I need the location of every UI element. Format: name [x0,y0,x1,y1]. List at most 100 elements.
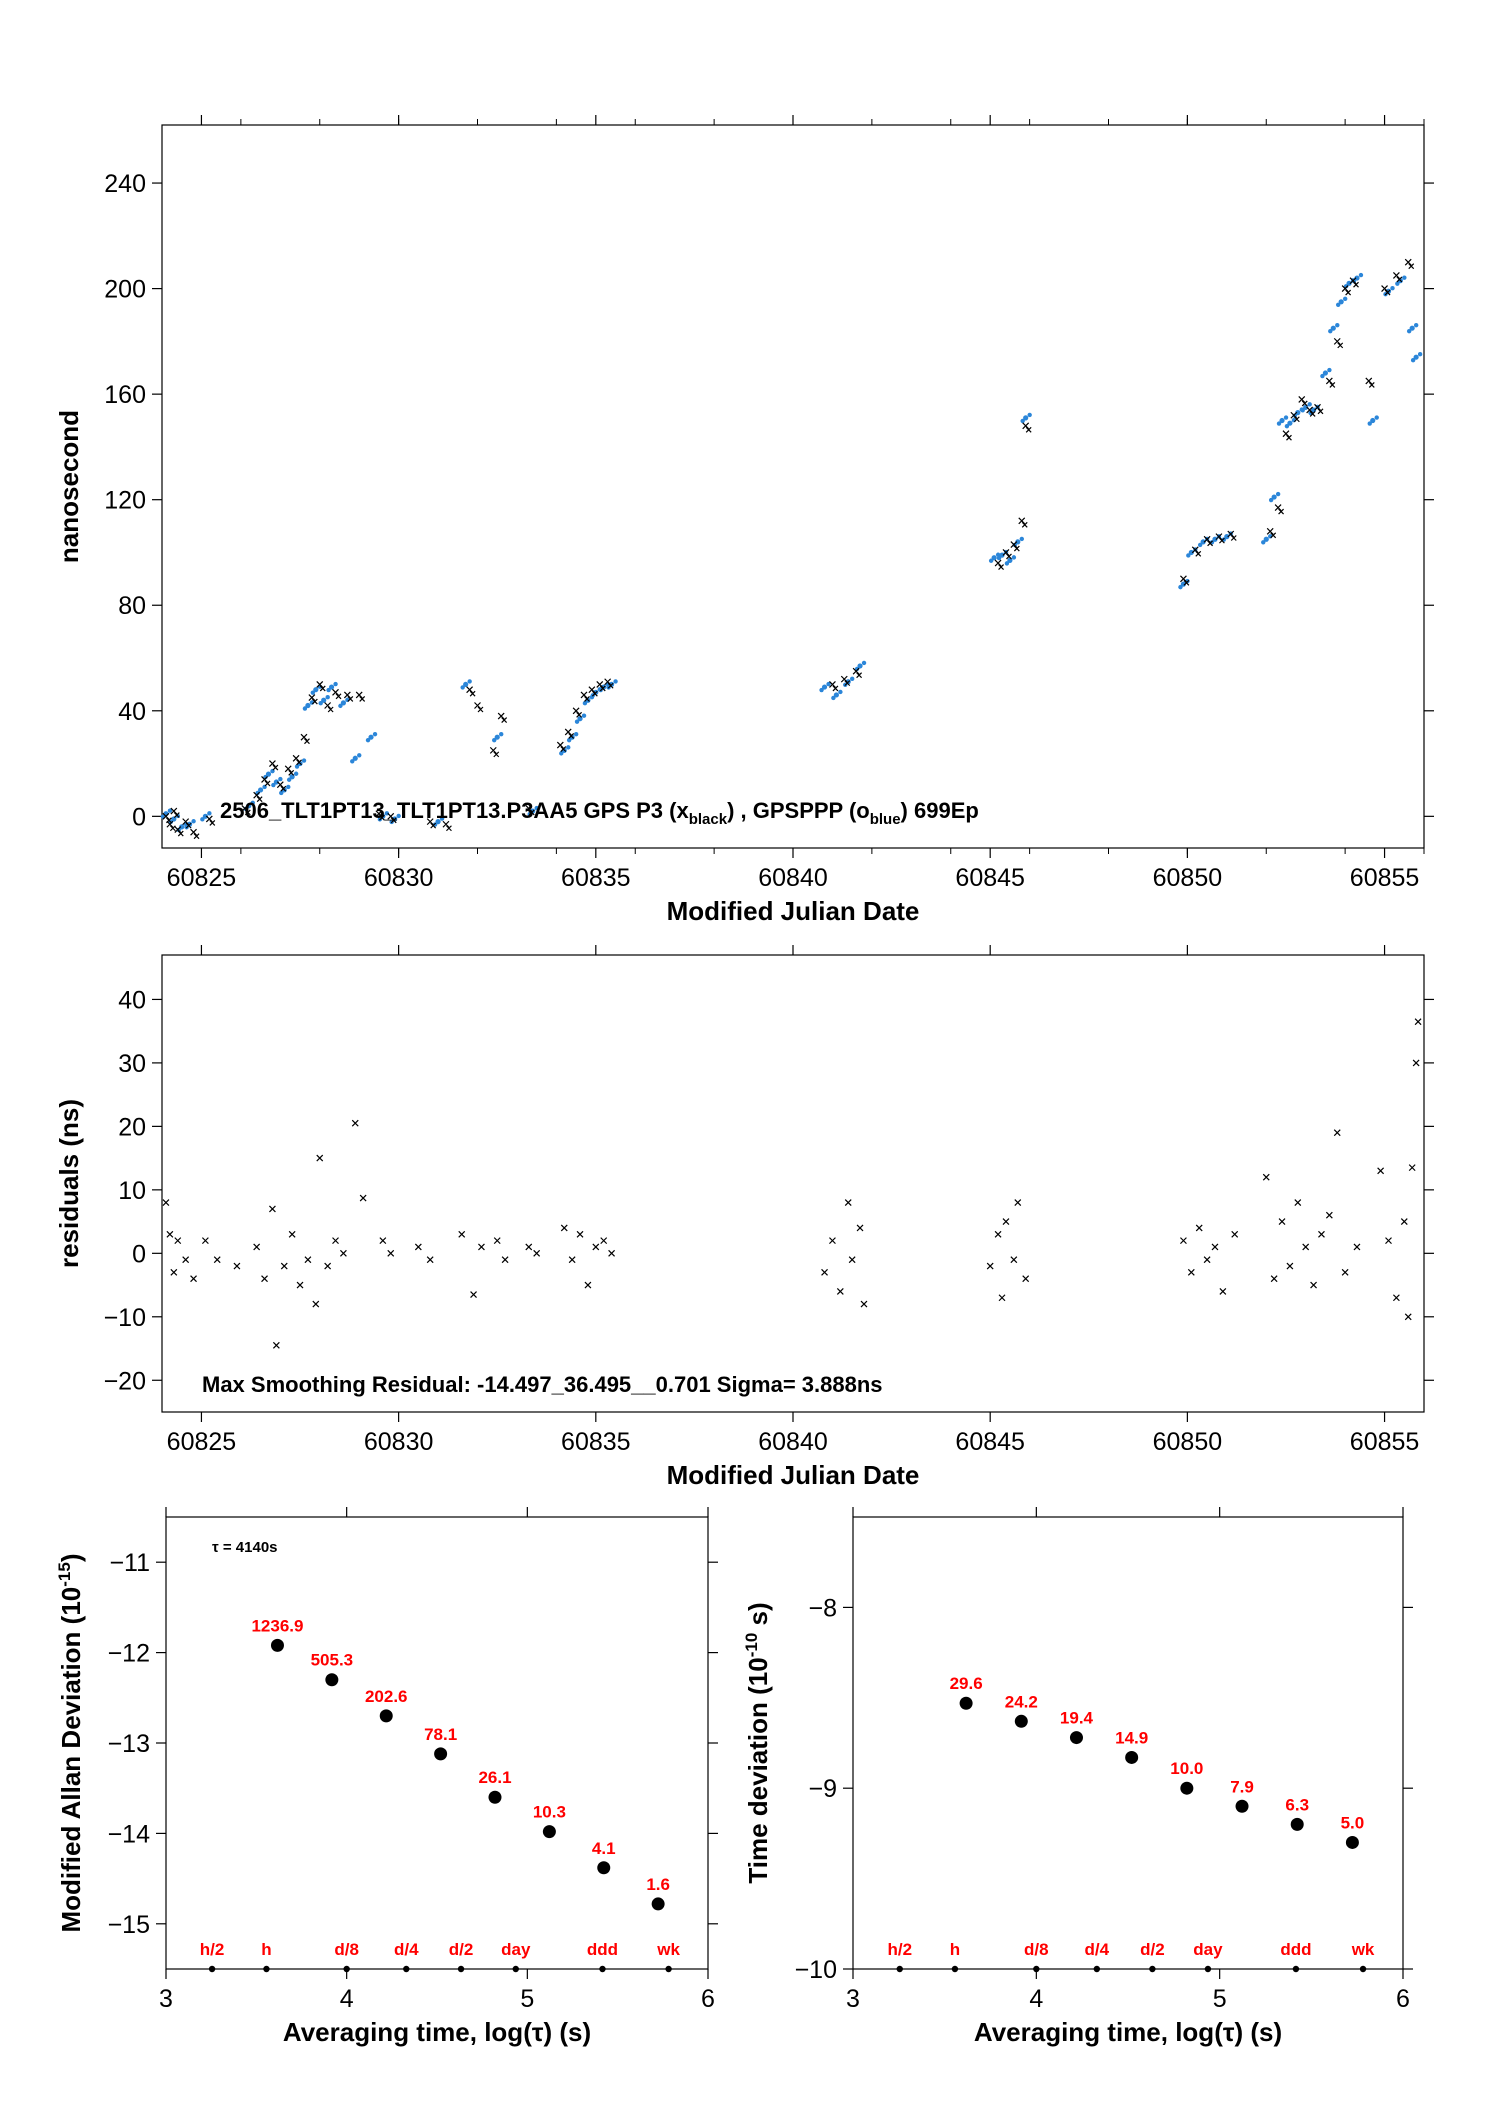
gps-p3-point [319,685,326,692]
gpsppp-point [1417,352,1423,357]
gps-p3-point [1207,540,1214,547]
x-tick-label: 6 [1396,1985,1410,2013]
gpsppp-point [179,824,185,830]
y-axis-label-exponent: -15 [55,1562,74,1587]
gpsppp-point [294,764,300,769]
gps-p3-point [1301,400,1308,407]
residual-point [493,1237,501,1245]
gpsppp-point [435,819,441,825]
interval-marker [403,1965,410,1973]
gpsppp-point [582,701,588,706]
gps-p3-point [390,817,397,824]
gps-p3-point [604,678,612,686]
gps-p3-point [1365,377,1373,385]
gps-p3-point [599,685,606,692]
x-tick-label: 60850 [1153,864,1223,892]
residual-point [525,1243,533,1251]
deviation-point [1014,1714,1028,1728]
gpsppp-point [460,685,465,690]
residual-point [1341,1268,1349,1276]
gpsppp-point [581,713,587,718]
deviation-point-label: 5.0 [1341,1813,1365,1832]
gpsppp-point [1406,328,1412,334]
gpsppp-point [574,719,580,724]
residuals-panel: 60825 60830 60835 60840 60845 60850 60855 −20 −1… [54,945,1434,1490]
gps-p3-point [241,804,249,812]
gps-p3-point [170,807,178,815]
y-tick-label: −20 [104,1367,146,1395]
residual-point [170,1268,178,1276]
deviation-point-label: 24.2 [1005,1692,1038,1711]
residual-point [1286,1262,1294,1270]
gpsppp-point [1343,284,1349,289]
gps-p3-point [1274,504,1282,512]
gps-p3-point [466,686,474,694]
y-axis-label: Modified Allan Deviation (10-15) [55,1554,86,1933]
gps-p3-point [474,702,481,709]
deviation-point [434,1747,448,1761]
residual-point [1385,1237,1392,1245]
gpsppp-point [1335,322,1340,328]
interval-marker-label: wk [1351,1940,1375,1959]
gpsppp-point [833,692,839,698]
x-axis-label: Modified Julian Date [667,1460,920,1490]
gpsppp-point [1367,421,1372,426]
gps-p3-point [584,696,590,702]
gps-p3-point [276,781,284,789]
gpsppp-point [1004,561,1010,566]
gpsppp-point [559,751,564,756]
gps-p3-point [1002,549,1010,556]
gps-p3-point [477,706,484,713]
gps-p3-point [166,820,174,828]
residual-point [190,1275,197,1283]
gpsppp-point [1358,272,1364,278]
series-annotation: 2506_TLT1PT13_TLT1PT13.P3AA5 GPS P3 (xbl… [220,798,979,828]
gpsppp-point [988,558,994,563]
gpsppp-point [1335,302,1341,307]
gpsppp-point [1410,358,1416,363]
x-tick-label: 60855 [1350,1428,1420,1456]
gpsppp-point [1409,325,1415,331]
deviation-point-label: 6.3 [1285,1795,1309,1814]
residual-point [280,1262,288,1270]
gpsppp-point [1402,275,1407,280]
gps-p3-point [1006,553,1012,560]
gps-p3-point [378,814,385,821]
gps-p3-point [1195,550,1202,557]
gpsppp-point [396,813,401,819]
gps-p3-point [1353,281,1359,288]
x-tick-label: 4 [1029,1985,1043,2013]
y-tick-label: 30 [118,1050,146,1078]
deviation-point-label: 7.9 [1230,1777,1254,1796]
gpsppp-point [463,681,469,688]
gpsppp-point [326,687,331,693]
gps-p3-point [580,691,588,699]
y-tick-label: −10 [795,1956,837,1984]
gpsppp-point [313,687,319,693]
gps-p3-point [332,688,339,696]
residual-point [1219,1287,1227,1295]
gpsppp-point [368,734,374,740]
residual-point [844,1199,852,1206]
gpsppp-point [333,681,338,687]
interval-marker-label: h [950,1940,960,1959]
deviation-point [1290,1817,1304,1831]
residual-point [233,1262,241,1270]
gps-p3-point [1306,406,1314,414]
deviation-point-label: 10.3 [533,1803,566,1822]
y-tick-label: 120 [104,487,146,515]
gpsppp-point [566,737,572,743]
y-tick-label: 0 [132,803,146,831]
gpsppp-point [1188,549,1194,556]
residual-point [316,1154,324,1162]
x-tick-label: 6 [701,1985,715,2013]
gps-p3-point [1396,276,1403,283]
gpsppp-point [301,758,307,763]
residual-point [174,1237,182,1245]
residual-point [592,1243,600,1251]
gps-p3-point [1325,377,1333,385]
gps-p3-point [560,746,567,753]
interval-marker [665,1965,672,1973]
plot-frame [852,1516,1404,1970]
residual-point [478,1243,485,1251]
